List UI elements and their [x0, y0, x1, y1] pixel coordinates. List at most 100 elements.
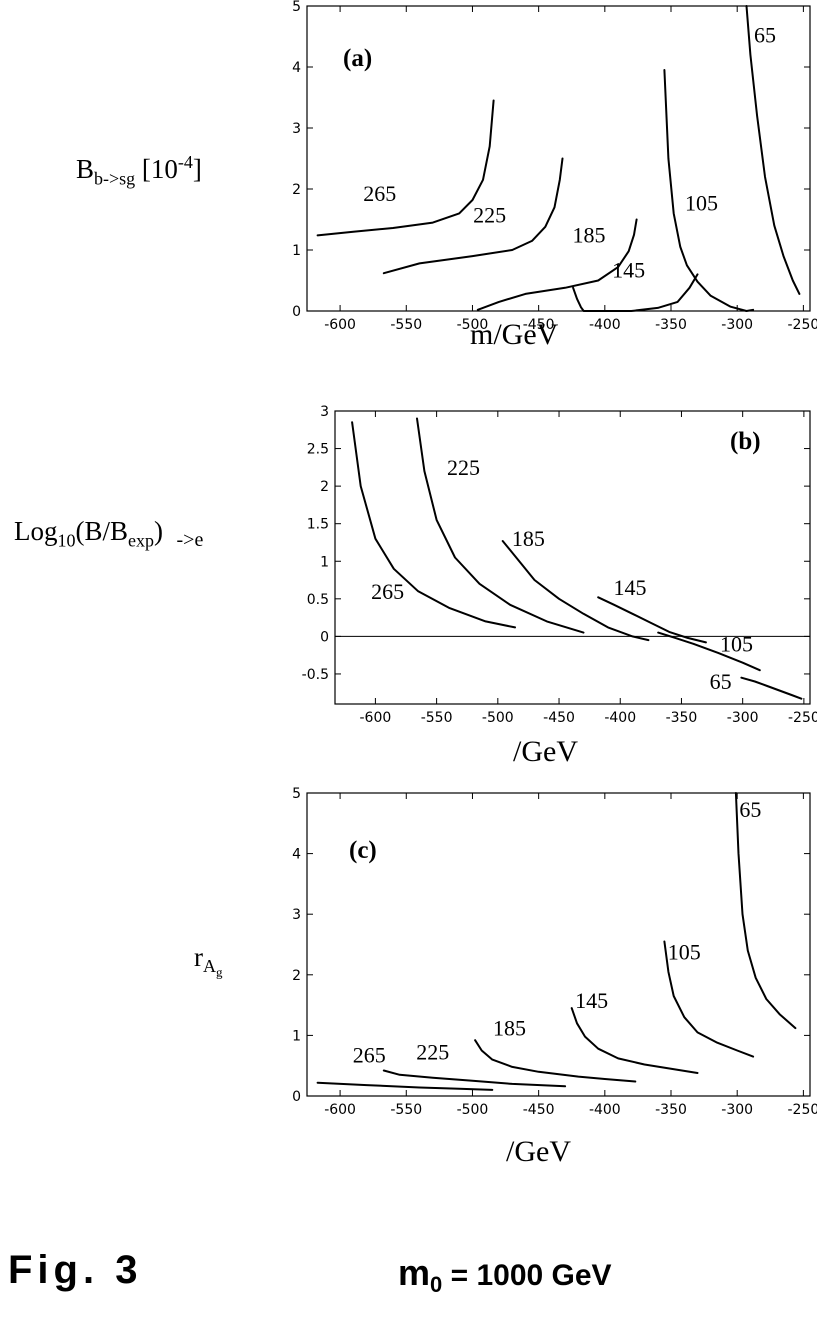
ylabel-c-sub: Ag — [203, 956, 223, 980]
ylabel-b-tail: ->e — [176, 529, 204, 551]
curve-label-105-a: 105 — [685, 190, 718, 215]
ylabel-b-sub2: exp — [128, 530, 155, 551]
x-tick-label-a: -550 — [390, 317, 422, 333]
x-tick-label-c: -550 — [390, 1102, 422, 1118]
ylabel-c-main: r — [194, 942, 203, 972]
x-tick-label-c: -450 — [523, 1102, 555, 1118]
y-tick-label-b: 0.5 — [307, 592, 329, 608]
curve-label-265-b: 265 — [371, 579, 404, 604]
y-tick-label-a: 4 — [292, 60, 301, 76]
y-tick-label-c: 1 — [292, 1028, 301, 1044]
curve-label-265-c: 265 — [353, 1043, 386, 1068]
ylabel-a-mid: [10 — [135, 154, 178, 184]
x-tick-label-b: -550 — [421, 710, 453, 726]
x-tick-label-a: -450 — [523, 317, 555, 333]
ylabel-b-end: ) — [154, 516, 164, 546]
curve-label-185-c: 185 — [493, 1015, 526, 1040]
ylabel-a-main: B — [76, 154, 95, 184]
x-tick-label-b: -500 — [482, 710, 514, 726]
y-tick-label-c: 2 — [292, 968, 301, 984]
series-265-line-c — [316, 1081, 494, 1091]
ylabel-b-sub: 10 — [57, 530, 76, 551]
plot-b: -600 -550 -500 -450 -400 -350 -300 -250 -0.5 0 0.5… — [302, 404, 817, 726]
y-tick-label-c: 0 — [292, 1089, 301, 1105]
x-tick-label-c: -250 — [787, 1102, 817, 1118]
m0-symbol: m — [398, 1252, 431, 1293]
series-145-line-a — [572, 273, 699, 312]
panel-label-a: (a) — [343, 45, 372, 72]
series-225-line-a — [382, 157, 564, 275]
curve-label-225-b: 225 — [447, 455, 480, 480]
x-tick-label-c: -350 — [655, 1102, 687, 1118]
plot-frame-a — [306, 5, 811, 312]
x-tick-label-b: -400 — [604, 710, 636, 726]
curve-label-145-a: 145 — [612, 257, 645, 282]
xlabel-c: /GeV — [506, 1135, 571, 1168]
x-tick-label-a: -600 — [324, 317, 356, 333]
x-tick-label-b: -300 — [727, 710, 759, 726]
curve-label-145-c: 145 — [575, 988, 608, 1013]
series-225-line-c — [382, 1069, 567, 1088]
x-tick-label-b: -350 — [666, 710, 698, 726]
x-tick-label-a: -300 — [721, 317, 753, 333]
series-105-line-b — [657, 631, 761, 672]
plot-c: -600 -550 -500 -450 -400 -350 -300 -250 0 1 2 3 4 5 26… — [292, 786, 817, 1118]
series-265-line-a — [316, 99, 495, 237]
curve-label-225-a: 225 — [473, 203, 506, 228]
y-tick-label-a: 0 — [292, 304, 301, 320]
series-65-line-a — [745, 5, 801, 295]
y-tick-label-c: 5 — [292, 786, 301, 802]
m0-rest: = 1000 GeV — [442, 1259, 612, 1292]
panel-label-b: (b) — [730, 428, 761, 455]
y-tick-label-b: 2.5 — [307, 442, 329, 458]
y-tick-label-b: 1 — [320, 554, 329, 570]
series-105-line-a — [663, 69, 755, 312]
ylabel-b-mid: (B/B — [75, 516, 129, 546]
series-225-line-b — [416, 417, 585, 634]
y-tick-label-b: 3 — [320, 404, 329, 420]
m0-label: m0 = 1000 GeV — [398, 1252, 612, 1298]
y-tick-label-a: 3 — [292, 121, 301, 137]
curve-label-145-b: 145 — [614, 575, 647, 600]
figure-label: Fig. 3 — [8, 1248, 143, 1292]
curve-label-105-b: 105 — [720, 631, 753, 656]
y-tick-label-b: 0 — [320, 629, 329, 645]
ylabel-c: rAg — [194, 942, 223, 981]
series-65-line-b — [740, 676, 803, 700]
series-185-line-c — [474, 1039, 637, 1083]
x-tick-label-a: -500 — [457, 317, 489, 333]
ylabel-c-sub-a: A — [203, 956, 216, 977]
x-tick-label-c: -500 — [457, 1102, 489, 1118]
xlabel-a: m/GeV — [470, 318, 559, 351]
x-tick-label-a: -350 — [655, 317, 687, 333]
curve-label-185-a: 185 — [572, 223, 605, 248]
y-tick-label-b: 1.5 — [307, 517, 329, 533]
series-185-line-a — [476, 218, 638, 311]
x-tick-label-b: -600 — [360, 710, 392, 726]
x-tick-label-c: -400 — [589, 1102, 621, 1118]
y-tick-label-c: 4 — [292, 847, 301, 863]
plot-frame-c — [306, 792, 811, 1097]
x-tick-label-c: -600 — [324, 1102, 356, 1118]
plot-a: -600 -550 -500 -450 -400 -350 -300 -250 0 1 2 3 4 5 26… — [292, 0, 817, 333]
series-265-line-b — [351, 421, 516, 629]
series-65-line-c — [734, 792, 797, 1030]
ylabel-b-main: Log — [14, 516, 58, 546]
y-tick-label-b: -0.5 — [302, 667, 329, 683]
plot-frame-b — [334, 410, 811, 705]
xlabel-b: /GeV — [513, 735, 578, 768]
series-145-line-b — [597, 596, 707, 644]
curve-label-65-a: 65 — [754, 23, 776, 48]
curve-label-65-b: 65 — [710, 669, 732, 694]
curve-label-225-c: 225 — [416, 1040, 449, 1065]
y-tick-label-a: 5 — [292, 0, 301, 15]
y-tick-label-c: 3 — [292, 907, 301, 923]
x-tick-label-b: -250 — [788, 710, 817, 726]
ylabel-a-end: ] — [192, 154, 202, 184]
ylabel-a-sup: -4 — [177, 152, 193, 172]
ylabel-b: Log10(B/Bexp) ->e — [14, 516, 203, 551]
x-tick-label-b: -450 — [543, 710, 575, 726]
series-185-line-b — [501, 540, 650, 642]
x-tick-label-a: -250 — [787, 317, 817, 333]
